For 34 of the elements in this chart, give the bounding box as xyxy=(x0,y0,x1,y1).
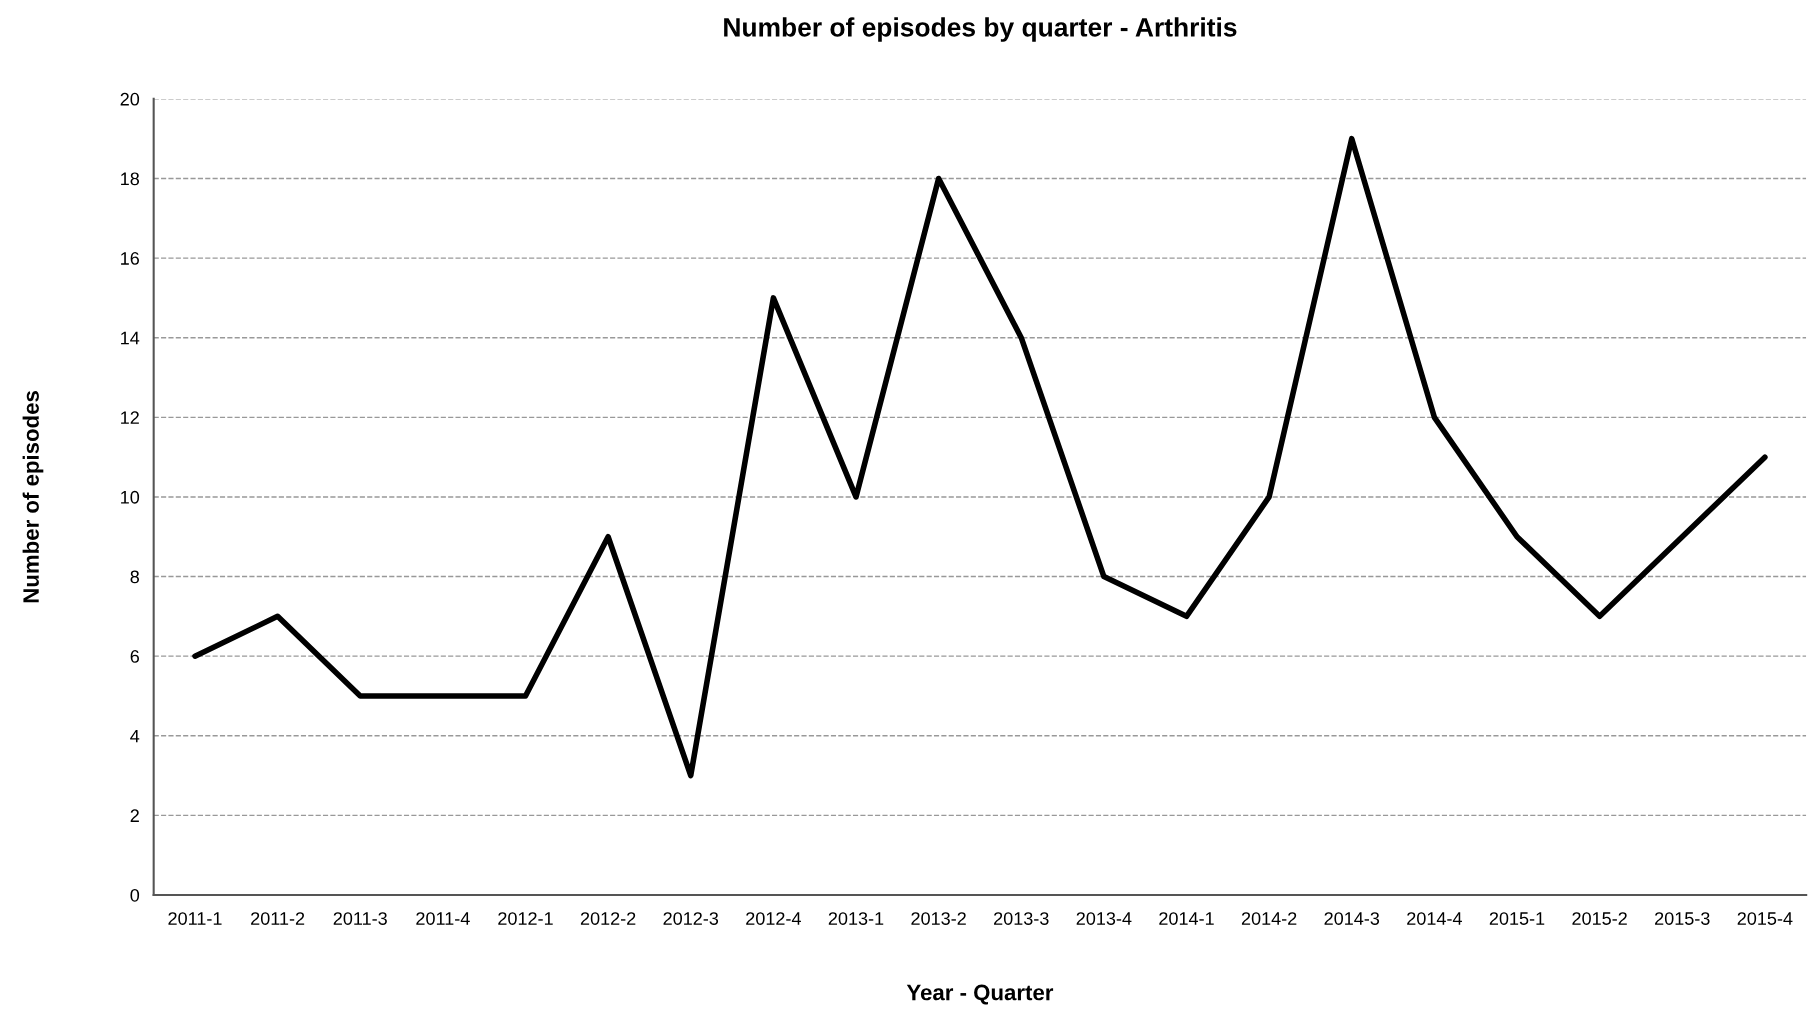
x-tick-label: 2012-3 xyxy=(663,912,719,925)
y-tick-label: 20 xyxy=(120,92,140,106)
x-tick-label: 2014-4 xyxy=(1407,912,1462,925)
x-tick-label: 2013-3 xyxy=(994,912,1049,925)
y-tick-label: 8 xyxy=(130,570,140,584)
y-tick-label: 12 xyxy=(121,411,139,424)
y-tick-label: 0 xyxy=(130,888,140,902)
x-tick-label: 2011-4 xyxy=(416,912,470,925)
y-tick-label: 2 xyxy=(130,809,139,822)
x-tick-label: 2014-1 xyxy=(1159,912,1214,925)
chart-title: Number of episodes by quarter - Arthritis xyxy=(724,17,1237,42)
x-tick-label: 2015-2 xyxy=(1572,912,1627,925)
y-axis-title: Number of episodes xyxy=(22,391,44,603)
x-tick-label: 2011-2 xyxy=(251,912,305,925)
x-tick-label: 2015-3 xyxy=(1655,912,1710,925)
y-tick-label: 18 xyxy=(121,172,140,186)
x-tick-label: 2012-1 xyxy=(498,912,553,925)
y-tick-label: 6 xyxy=(130,650,139,663)
x-tick-label: 2014-3 xyxy=(1324,912,1380,925)
x-tick-label: 2013-2 xyxy=(911,912,966,925)
x-tick-label: 2012-4 xyxy=(746,912,801,925)
x-tick-label: 2013-1 xyxy=(828,912,884,925)
x-tick-label: 2015-4 xyxy=(1737,912,1793,925)
x-tick-label: 2011-1 xyxy=(168,912,222,925)
y-tick-label: 10 xyxy=(121,490,140,504)
x-tick-label: 2014-2 xyxy=(1241,912,1297,925)
y-tick-label: 4 xyxy=(130,729,140,743)
x-tick-label: 2013-4 xyxy=(1076,912,1132,925)
y-tick-label: 14 xyxy=(121,331,140,345)
y-tick-label: 16 xyxy=(121,252,139,265)
x-axis-title: Year - Quarter xyxy=(906,984,1054,1005)
x-tick-label: 2011-3 xyxy=(333,912,387,925)
x-tick-label: 2015-1 xyxy=(1489,912,1545,925)
x-tick-label: 2012-2 xyxy=(580,912,636,925)
